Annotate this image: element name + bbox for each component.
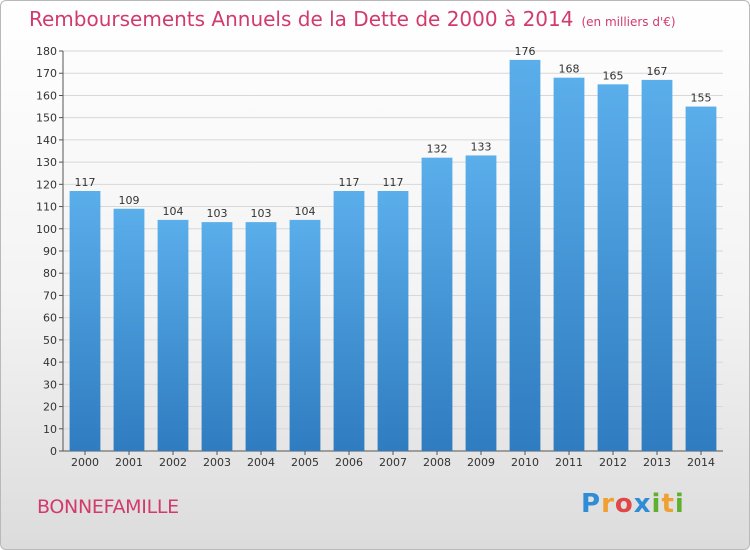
value-label-2014: 155 (691, 92, 712, 105)
y-tick-label-100: 100 (36, 223, 57, 236)
x-tick-label-2013: 2013 (643, 456, 671, 469)
value-label-2003: 103 (207, 207, 228, 220)
bars (69, 59, 717, 452)
y-tick-label-160: 160 (36, 89, 57, 102)
value-label-2009: 133 (471, 140, 492, 153)
y-tick-label-70: 70 (43, 289, 57, 302)
value-label-2004: 103 (251, 207, 272, 220)
value-label-2008: 132 (427, 143, 448, 156)
bar-2004[interactable] (245, 222, 277, 451)
x-tick-label-2005: 2005 (291, 456, 319, 469)
value-label-2005: 104 (295, 205, 316, 218)
value-label-2006: 117 (339, 176, 360, 189)
bar-2011[interactable] (553, 77, 585, 452)
y-tick-label-120: 120 (36, 178, 57, 191)
x-tick-label-2008: 2008 (423, 456, 451, 469)
y-tick-label-150: 150 (36, 112, 57, 125)
y-tick-label-10: 10 (43, 423, 57, 436)
y-tick-label-80: 80 (43, 267, 57, 280)
bar-2012[interactable] (597, 84, 629, 451)
value-label-2013: 167 (647, 65, 668, 78)
y-tick-label-50: 50 (43, 334, 57, 347)
chart-title: Remboursements Annuels de la Dette de 20… (29, 7, 676, 31)
y-tick-label-130: 130 (36, 156, 57, 169)
y-tick-label-30: 30 (43, 378, 57, 391)
chart-title-text: Remboursements Annuels de la Dette de 20… (29, 7, 574, 31)
y-tick-label-20: 20 (43, 401, 57, 414)
bar-2003[interactable] (201, 222, 233, 451)
bar-2001[interactable] (113, 208, 145, 451)
x-tick-label-2001: 2001 (115, 456, 143, 469)
y-tick-label-90: 90 (43, 245, 57, 258)
bar-2009[interactable] (465, 155, 497, 451)
x-tick-label-2012: 2012 (599, 456, 627, 469)
x-tick-label-2011: 2011 (555, 456, 583, 469)
chart-subtitle: (en milliers d'€) (581, 15, 676, 29)
bar-2008[interactable] (421, 157, 453, 451)
x-tick-label-2006: 2006 (335, 456, 363, 469)
y-tick-label-140: 140 (36, 134, 57, 147)
value-label-2007: 117 (383, 176, 404, 189)
bar-2000[interactable] (69, 191, 101, 451)
x-tick-label-2014: 2014 (687, 456, 715, 469)
x-tick-label-2000: 2000 (71, 456, 99, 469)
y-tick-label-110: 110 (36, 201, 57, 214)
bar-2002[interactable] (157, 219, 189, 451)
axes: 0 10 20 30 40 50 60 70 80 90 100 110 120 130 140 150 160… (36, 45, 723, 458)
bar-2013[interactable] (641, 79, 673, 451)
value-label-2011: 168 (559, 63, 580, 76)
place-name: BONNEFAMILLE (37, 496, 179, 518)
x-tick-label-2010: 2010 (511, 456, 539, 469)
x-tick-label-2004: 2004 (247, 456, 275, 469)
proxiti-logo[interactable]: Proxiti (581, 489, 685, 519)
x-tick-label-2009: 2009 (467, 456, 495, 469)
x-tick-label-2002: 2002 (159, 456, 187, 469)
y-tick-label-40: 40 (43, 356, 57, 369)
x-tick-label-2003: 2003 (203, 456, 231, 469)
value-label-2001: 109 (119, 194, 140, 207)
bar-2005[interactable] (289, 219, 321, 451)
bar-2006[interactable] (333, 191, 365, 451)
value-label-2002: 104 (163, 205, 184, 218)
value-label-2012: 165 (603, 69, 624, 82)
x-tick-label-2007: 2007 (379, 456, 407, 469)
bar-2010[interactable] (509, 59, 541, 452)
bar-2007[interactable] (377, 191, 409, 451)
y-tick-label-170: 170 (36, 67, 57, 80)
bar-2014[interactable] (685, 106, 717, 452)
value-label-2010: 176 (515, 45, 536, 58)
value-label-2000: 117 (75, 176, 96, 189)
y-tick-label-60: 60 (43, 312, 57, 325)
y-tick-label-180: 180 (36, 45, 57, 58)
labels: 2000 117 2001 109 2002 104 2003 103 2004 103 2005 1… (71, 45, 715, 469)
y-tick-label-0: 0 (50, 445, 57, 458)
